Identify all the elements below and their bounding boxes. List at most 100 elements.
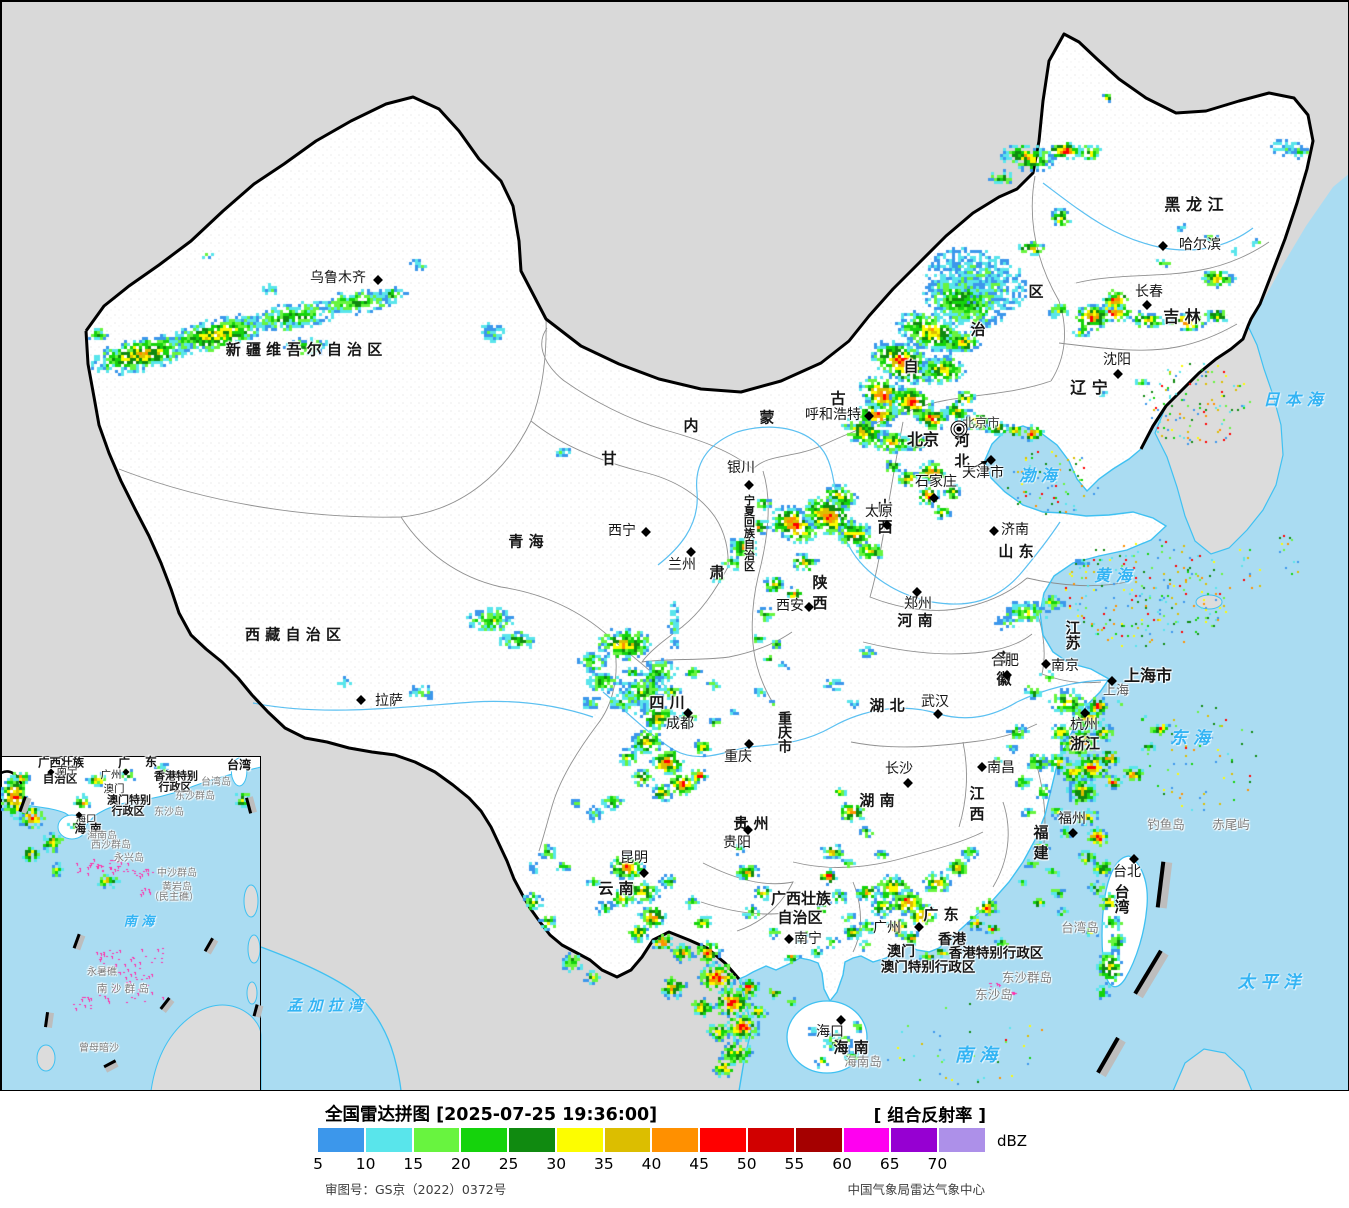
minor-label: 北京市: [962, 414, 1000, 430]
map-approval-number: 审图号：GS京（2022）0372号: [325, 1182, 507, 1197]
province-label: 宁夏回族自治区: [742, 494, 756, 572]
city-marker-diamond: [986, 455, 996, 465]
nine-dash-line-segment: [252, 1004, 264, 1018]
nine-dash-line-segment: [245, 796, 257, 814]
dbz-tick: 70: [927, 1155, 948, 1173]
city-marker-diamond: [356, 695, 366, 705]
dbz-color-segment: [413, 1128, 460, 1152]
province-label: 青 海: [508, 532, 544, 551]
province-label: 江 西: [967, 785, 986, 821]
city-marker-diamond: [929, 493, 939, 503]
dbz-tick: 15: [403, 1155, 424, 1173]
province-label: 台湾: [1112, 884, 1131, 914]
city-label: 银川: [727, 460, 755, 476]
capital-marker: [950, 420, 968, 438]
inset-label: 海口: [75, 812, 97, 825]
inset-label: 西沙群岛: [91, 840, 131, 851]
dbz-tick: 35: [593, 1155, 614, 1173]
province-label: 四 川: [649, 693, 685, 712]
dbz-tick: 60: [832, 1155, 852, 1173]
inset-label: 广: [117, 756, 131, 770]
city-label: 上海市: [1123, 666, 1173, 685]
city-label: 南京: [1051, 658, 1079, 674]
province-label: 海 南: [833, 1038, 869, 1057]
radar-map: 黑 龙 江吉 林辽 宁 新 疆 维 吾 尔 自 治 区西 藏 自 治 区 青 海 甘肃…: [0, 0, 1349, 1091]
dbz-tick: 20: [451, 1155, 471, 1173]
map-labels-layer: 黑 龙 江吉 林辽 宁 新 疆 维 吾 尔 自 治 区西 藏 自 治 区 青 海 甘肃…: [1, 1, 1348, 1090]
nine-dash-line-segment: [43, 1012, 55, 1028]
city-marker-diamond: [977, 762, 987, 772]
province-label: 澳门特别行政区: [880, 959, 976, 976]
inset-label: 东沙岛: [154, 807, 184, 818]
dbz-unit-label: dBZ: [997, 1132, 1028, 1150]
sea-label: 孟 加 拉 湾: [287, 996, 363, 1015]
city-label: 杭州: [1070, 717, 1098, 733]
city-marker-diamond: [1142, 300, 1152, 310]
inset-label: 自治区: [42, 771, 78, 786]
city-label: 广州: [873, 920, 901, 936]
nine-dash-line-segment: [72, 933, 86, 951]
minor-label: 上海: [1102, 683, 1130, 699]
dbz-color-segment: [556, 1128, 603, 1152]
dbz-color-segment: [365, 1128, 412, 1152]
dbz-color-segment: [795, 1128, 842, 1152]
city-label: 台北: [1113, 864, 1141, 880]
city-label: 石家庄: [915, 474, 957, 490]
city-label: 南昌: [987, 760, 1015, 776]
island-label: 赤尾屿: [1212, 816, 1250, 832]
nine-dash-line-segment: [18, 796, 32, 814]
city-label: 贵阳: [723, 835, 751, 851]
inset-label: 澳门: [103, 782, 125, 795]
dbz-color-segment: [700, 1128, 747, 1152]
dbz-color-segment: [939, 1128, 985, 1152]
province-label: 云 南: [598, 879, 634, 898]
city-label: 重庆: [724, 749, 752, 765]
province-label: 治: [970, 320, 986, 339]
city-marker-diamond: [639, 868, 649, 878]
province-label: 江苏: [1063, 620, 1082, 650]
city-marker-diamond: [864, 411, 874, 421]
dbz-color-segment: [843, 1128, 890, 1152]
inset-label: 海南岛: [87, 831, 117, 842]
sea-label: 黄 海: [1094, 566, 1132, 585]
city-label: 郑州: [904, 596, 932, 612]
city-label: 武汉: [921, 694, 949, 710]
province-label: 澳门: [887, 944, 915, 960]
inset-label: 永暑礁: [87, 967, 117, 978]
province-label: 福 建: [1031, 824, 1050, 860]
inset-label: 黄岩岛: [162, 882, 192, 893]
province-label: 陕 西: [810, 574, 829, 610]
dbz-tick: 30: [546, 1155, 567, 1173]
city-marker-diamond: [903, 778, 913, 788]
dbz-tick: 45: [689, 1155, 710, 1173]
city-label: 福州: [1058, 811, 1086, 827]
city-marker-diamond: [1158, 241, 1168, 251]
city-label: 拉萨: [375, 693, 403, 709]
city-label: 呼和浩特: [805, 407, 861, 423]
city-marker-diamond: [784, 934, 794, 944]
province-label: 重庆市: [776, 711, 792, 753]
province-label: 贵 州: [733, 814, 769, 833]
province-label: 肃: [709, 563, 725, 582]
nine-dash-line-segment: [1096, 1036, 1126, 1078]
province-label: 辽 宁: [1070, 378, 1108, 397]
city-marker-diamond: [914, 922, 924, 932]
province-label: 湖 南: [859, 791, 895, 810]
province-label: 古: [830, 389, 846, 408]
inset-label: 东: [144, 755, 158, 769]
city-label: 乌鲁木齐: [310, 270, 366, 286]
city-marker-diamond: [1113, 369, 1123, 379]
sea-label: 渤 海: [1019, 466, 1057, 485]
city-label: 长沙: [885, 761, 913, 777]
inset-label: 曾母暗沙: [79, 1043, 119, 1054]
dbz-tick: 65: [879, 1155, 900, 1173]
city-marker-diamond: [744, 480, 754, 490]
inset-label: 行政区: [111, 804, 145, 818]
province-label: 吉 林: [1163, 307, 1201, 326]
dbz-color-segment: [604, 1128, 651, 1152]
dbz-tick: 10: [355, 1155, 376, 1173]
sea-label: 日 本 海: [1263, 390, 1323, 409]
island-label: 海南岛: [844, 1053, 882, 1069]
inset-label: 南宁: [56, 764, 78, 777]
